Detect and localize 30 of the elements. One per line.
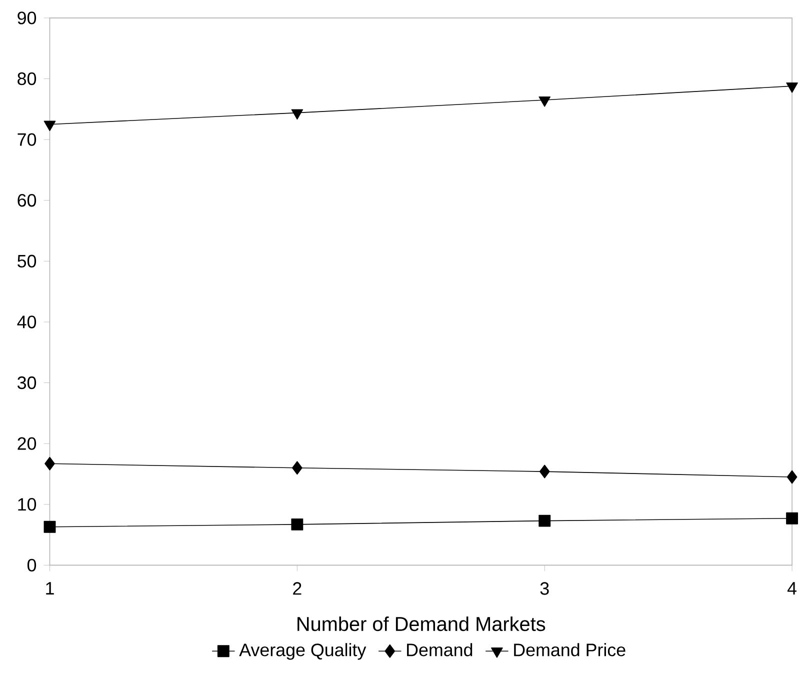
point — [538, 515, 551, 527]
point — [786, 82, 798, 94]
legend-label: Demand Price — [514, 643, 626, 657]
y-tick-label: 90 — [18, 12, 36, 25]
y-tick-label: 50 — [18, 255, 36, 268]
point — [44, 457, 55, 471]
x-tick-label: 4 — [787, 582, 796, 595]
point — [786, 470, 798, 484]
point — [539, 465, 550, 479]
point — [44, 120, 56, 132]
point — [291, 518, 304, 531]
legend-label: Average Quality — [239, 643, 366, 660]
x-tick-label: 2 — [293, 582, 302, 595]
y-tick-label: 30 — [18, 376, 36, 390]
point — [538, 96, 551, 108]
y-tick-label: 60 — [18, 194, 36, 207]
point — [44, 521, 56, 534]
point — [292, 461, 302, 475]
y-tick-label: 40 — [17, 316, 36, 329]
x-tick-label: 3 — [540, 582, 549, 596]
legend-label: Demand — [407, 643, 472, 657]
point — [786, 512, 798, 525]
y-tick-label: 0 — [27, 559, 36, 572]
y-tick-label: 70 — [18, 133, 36, 146]
point — [291, 109, 304, 120]
x-tick-label: 1 — [46, 582, 54, 595]
x-axis-title: Number of Demand Markets — [298, 616, 546, 632]
y-tick-label: 20 — [18, 437, 36, 450]
y-tick-label: 80 — [18, 72, 36, 86]
y-tick-label: 10 — [18, 498, 36, 511]
